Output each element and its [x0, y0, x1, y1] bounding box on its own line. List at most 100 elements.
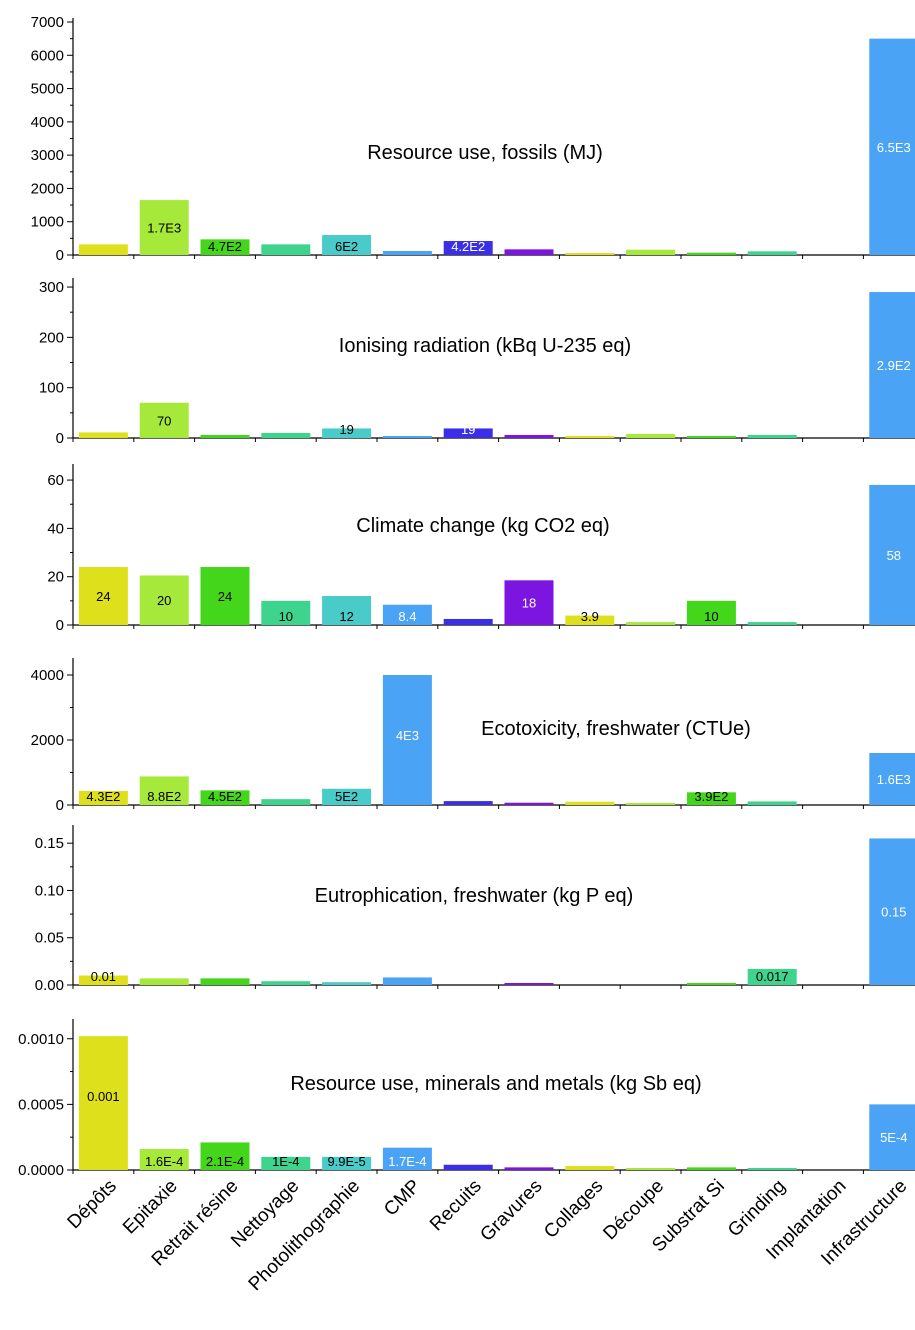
data-label: 3.9E2 — [694, 789, 728, 804]
bar — [686, 983, 736, 985]
bar — [626, 249, 676, 255]
data-label: 10 — [279, 609, 293, 624]
bar — [200, 978, 250, 985]
bar — [261, 244, 311, 255]
data-label: 1.6E-4 — [145, 1154, 183, 1169]
y-tick-label: 0.00 — [35, 977, 64, 994]
data-label: 9.9E-5 — [327, 1154, 365, 1169]
y-tick-label: 0.15 — [35, 835, 64, 852]
y-tick-label: 3000 — [31, 147, 64, 164]
y-tick-label: 0 — [56, 797, 64, 814]
y-tick-label: 7000 — [31, 14, 64, 31]
bar — [200, 1142, 250, 1170]
bar — [686, 1167, 736, 1170]
data-label: 4.2E2 — [451, 239, 485, 254]
bar — [443, 428, 493, 438]
bar — [382, 977, 432, 985]
bar — [261, 1156, 311, 1170]
bar — [443, 241, 493, 255]
y-tick-label: 0.0005 — [18, 1096, 64, 1113]
bar — [139, 200, 189, 255]
bar — [78, 1036, 128, 1170]
data-label: 1.6E3 — [877, 772, 911, 787]
bar — [504, 983, 554, 985]
data-label: 8.4 — [398, 609, 416, 624]
data-label: 58 — [887, 548, 901, 563]
bar — [322, 788, 372, 805]
bar — [139, 1149, 189, 1170]
panel-title: Eutrophication, freshwater (kg P eq) — [315, 885, 634, 907]
bar — [869, 753, 915, 805]
bar — [686, 252, 736, 255]
data-label: 4.3E2 — [86, 789, 120, 804]
y-tick-label: 20 — [47, 569, 64, 586]
data-label: 20 — [157, 593, 171, 608]
panel-title: Resource use, fossils (MJ) — [367, 142, 603, 164]
data-label: 2.9E2 — [877, 358, 911, 373]
bar — [504, 580, 554, 625]
bar — [686, 600, 736, 625]
bar — [747, 968, 797, 985]
data-label: 6.5E3 — [877, 140, 911, 155]
data-label: 1E-4 — [272, 1154, 299, 1169]
y-tick-label: 0.05 — [35, 930, 64, 947]
bar — [626, 433, 676, 438]
panel-title: Resource use, minerals and metals (kg Sb… — [290, 1073, 701, 1095]
bar — [382, 1147, 432, 1170]
bar — [565, 615, 615, 625]
bar — [565, 1166, 615, 1170]
data-label: 5E-4 — [880, 1130, 907, 1145]
y-tick-label: 200 — [39, 329, 64, 346]
category-label: Collages — [540, 1176, 607, 1243]
data-label: 0.017 — [756, 969, 789, 984]
data-label: 4.5E2 — [208, 789, 242, 804]
bar — [504, 1167, 554, 1170]
y-tick-label: 60 — [47, 472, 64, 489]
y-tick-label: 0 — [56, 617, 64, 634]
data-label: 19 — [461, 422, 475, 437]
data-label: 2.1E-4 — [206, 1154, 244, 1169]
y-tick-label: 4000 — [31, 114, 64, 131]
bar — [200, 434, 250, 438]
bar — [78, 975, 128, 985]
bar — [382, 436, 432, 438]
bar — [382, 251, 432, 255]
panel-title: Ionising radiation (kBq U-235 eq) — [339, 335, 631, 357]
bar — [626, 803, 676, 805]
y-tick-label: 40 — [47, 520, 64, 537]
data-label: 70 — [157, 413, 171, 428]
bar — [565, 801, 615, 805]
y-tick-label: 5000 — [31, 81, 64, 98]
bar — [869, 484, 915, 625]
bar — [261, 600, 311, 625]
bar — [869, 1104, 915, 1170]
bar — [322, 596, 372, 625]
data-label: 8.8E2 — [147, 789, 181, 804]
category-label: Recuits — [426, 1176, 486, 1236]
bar — [200, 239, 250, 255]
bar — [686, 792, 736, 805]
bar — [504, 802, 554, 805]
bar — [869, 838, 915, 985]
bar — [504, 249, 554, 255]
bar — [78, 791, 128, 805]
bar — [200, 790, 250, 805]
bar — [78, 567, 128, 625]
bar — [139, 402, 189, 438]
bar — [261, 799, 311, 805]
category-label: Epitaxie — [119, 1176, 182, 1239]
panel-title: Ecotoxicity, freshwater (CTUe) — [481, 718, 751, 740]
bar — [261, 981, 311, 985]
bar — [747, 801, 797, 805]
bar — [626, 622, 676, 625]
data-label: 6E2 — [335, 239, 358, 254]
data-label: 4.7E2 — [208, 239, 242, 254]
bar — [322, 428, 372, 438]
y-tick-label: 2000 — [31, 732, 64, 749]
data-label: 10 — [704, 609, 718, 624]
bar — [747, 251, 797, 255]
y-tick-label: 4000 — [31, 667, 64, 684]
bar — [200, 567, 250, 625]
panel-title: Climate change (kg CO2 eq) — [356, 515, 609, 537]
bar — [747, 622, 797, 625]
